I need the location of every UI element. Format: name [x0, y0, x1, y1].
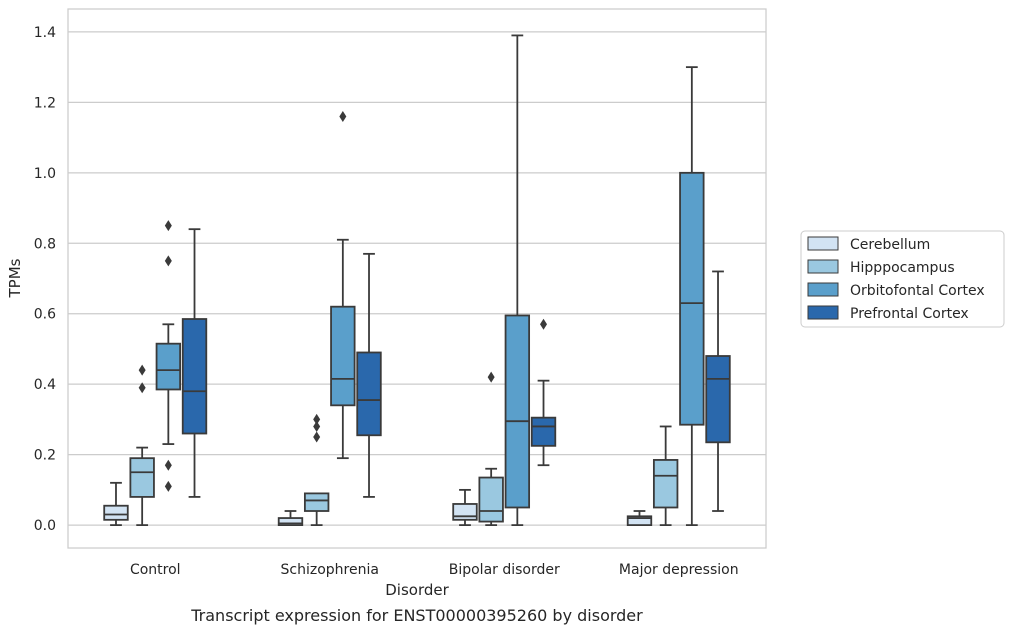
x-axis-ticks: Control Schizophrenia Bipolar disorder Majo…	[130, 562, 739, 578]
legend: Cerebellum Hipppocampus Orbitofontal Corte…	[800, 230, 1005, 328]
outlier-point	[487, 371, 495, 383]
box-iqr	[530, 416, 557, 447]
box-hipppocampus	[303, 413, 330, 527]
outlier-point	[339, 110, 347, 122]
x-axis-label: Disorder	[385, 581, 449, 599]
outlier-point	[138, 364, 146, 376]
outlier-point	[313, 431, 321, 443]
box-hipppocampus	[652, 425, 679, 527]
box-iqr	[356, 351, 382, 437]
box-hipppocampus	[478, 371, 504, 527]
x-tick-label: Bipolar disorder	[449, 562, 560, 578]
outlier-point	[313, 420, 321, 432]
y-tick-label: 1.0	[34, 166, 56, 182]
box-orbitofontal-cortex	[504, 34, 531, 527]
box-iqr	[626, 515, 653, 527]
box-iqr	[303, 492, 330, 512]
legend-swatch	[807, 236, 839, 251]
y-tick-label: 0.8	[34, 236, 56, 252]
box-prefrontal-cortex	[356, 252, 382, 498]
y-tick-label: 0.0	[34, 518, 56, 534]
legend-frame	[800, 230, 1005, 328]
box-prefrontal-cortex	[530, 318, 557, 467]
outlier-point	[540, 318, 548, 330]
legend-swatch	[807, 282, 839, 297]
box-iqr	[277, 517, 304, 527]
box-iqr	[504, 314, 531, 509]
box-prefrontal-cortex	[181, 228, 208, 498]
box-iqr	[155, 342, 182, 391]
box-orbitofontal-cortex	[679, 66, 705, 527]
box-iqr	[181, 318, 208, 435]
outlier-point	[138, 382, 146, 394]
outlier-point	[164, 459, 172, 471]
y-tick-label: 1.2	[34, 95, 56, 111]
box-iqr	[103, 504, 129, 521]
box-iqr	[652, 459, 679, 509]
x-tick-label: Major depression	[619, 562, 739, 578]
plot-area	[67, 8, 767, 549]
box-iqr	[679, 171, 705, 426]
figure-caption: Transcript expression for ENST0000039526…	[191, 606, 643, 625]
box-cerebellum	[626, 510, 653, 527]
legend-label: Prefrontal Cortex	[850, 306, 969, 322]
box-cerebellum	[277, 510, 304, 527]
box-iqr	[478, 476, 504, 523]
y-tick-label: 0.2	[34, 448, 56, 464]
y-tick-label: 0.6	[34, 307, 56, 323]
box-orbitofontal-cortex	[155, 220, 182, 492]
box-prefrontal-cortex	[705, 270, 731, 512]
box-iqr	[452, 503, 478, 521]
box-iqr	[705, 355, 731, 444]
x-tick-label: Schizophrenia	[281, 562, 379, 578]
legend-label: Cerebellum	[850, 237, 930, 253]
box-iqr	[330, 305, 356, 407]
legend-label: Hipppocampus	[850, 260, 955, 276]
box-plot-marks	[103, 34, 731, 527]
legend-swatch	[807, 305, 839, 320]
box-hipppocampus	[129, 364, 155, 527]
legend-label: Orbitofontal Cortex	[850, 283, 985, 299]
outlier-point	[313, 413, 321, 425]
outlier-point	[164, 255, 172, 267]
y-axis-ticks: 0.0 0.2 0.4 0.6 0.8 1.0 1.2 1.4	[34, 25, 56, 534]
box-cerebellum	[452, 488, 478, 527]
box-orbitofontal-cortex	[330, 110, 356, 460]
y-tick-label: 0.4	[34, 377, 56, 393]
box-cerebellum	[103, 481, 129, 527]
outlier-point	[164, 220, 172, 232]
y-tick-label: 1.4	[34, 25, 56, 41]
x-tick-label: Control	[130, 562, 181, 578]
box-iqr	[129, 457, 155, 498]
legend-swatch	[807, 259, 839, 274]
outlier-point	[164, 480, 172, 492]
y-axis-label: TPMs	[6, 258, 24, 298]
